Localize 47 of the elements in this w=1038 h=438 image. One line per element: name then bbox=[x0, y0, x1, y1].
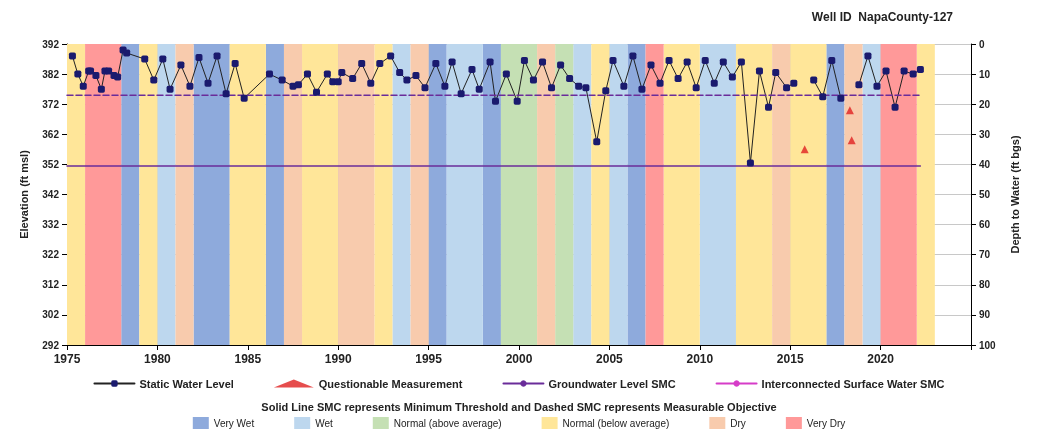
y-tick-label: 322 bbox=[42, 249, 60, 261]
y2-tick-label: 0 bbox=[979, 38, 985, 50]
y2-tick-label: 90 bbox=[979, 309, 991, 321]
x-tick-label: 1995 bbox=[415, 352, 443, 366]
x-tick-label: 1975 bbox=[53, 352, 81, 366]
x-tick-label: 2015 bbox=[776, 352, 804, 366]
y2-tick-label: 60 bbox=[979, 219, 991, 231]
x-tick-label: 1990 bbox=[324, 352, 352, 366]
legend-label: Very Dry bbox=[806, 417, 846, 429]
chart-title: Well ID NapaCounty-127 bbox=[811, 10, 954, 24]
legend-label: Groundwater Level SMC bbox=[548, 377, 676, 390]
x-tick-label: 2010 bbox=[686, 352, 714, 366]
legend-label: Dry bbox=[730, 417, 746, 429]
y-tick-label: 372 bbox=[42, 98, 60, 110]
y-tick-label: 382 bbox=[42, 68, 60, 80]
y-tick-label: 302 bbox=[42, 309, 60, 321]
legend-label: Wet bbox=[315, 417, 333, 429]
y2-tick-label: 30 bbox=[979, 128, 991, 140]
legend-label: Normal (below average) bbox=[562, 417, 670, 429]
y2-tick-label: 20 bbox=[979, 98, 991, 110]
y2-tick-label: 100 bbox=[979, 339, 997, 351]
x-tick-label: 1985 bbox=[234, 352, 262, 366]
legend-label: Normal (above average) bbox=[393, 417, 502, 429]
x-tick-label: 2020 bbox=[867, 352, 895, 366]
y2-tick-label: 70 bbox=[979, 249, 991, 261]
y2-tick-label: 50 bbox=[979, 189, 991, 200]
legend-label: Static Water Level bbox=[139, 377, 234, 390]
x-tick-label: 2000 bbox=[505, 352, 533, 366]
y-tick-label: 352 bbox=[42, 158, 60, 170]
y-tick-label: 332 bbox=[42, 219, 60, 231]
y-tick-label: 392 bbox=[42, 38, 60, 50]
y2-tick-label: 40 bbox=[979, 158, 991, 170]
x-tick-label: 2005 bbox=[596, 352, 624, 366]
point bbox=[845, 106, 854, 115]
legend-label: Questionable Measurement bbox=[318, 377, 463, 390]
x-tick-label: 1980 bbox=[144, 352, 172, 366]
text: Solid Line SMC represents Minimum Threshold and Dashed SMC represents Measurable Objective bbox=[261, 400, 777, 413]
y-tick-label: 342 bbox=[42, 189, 60, 200]
y2-tick-label: 80 bbox=[979, 279, 991, 291]
y-tick-label: 362 bbox=[42, 128, 60, 140]
legend-label: Interconnected Surface Water SMC bbox=[761, 377, 945, 390]
y2-tick-label: 10 bbox=[979, 68, 991, 80]
y-axis-title: Elevation (ft msl) bbox=[17, 149, 30, 239]
y-tick-label: 292 bbox=[42, 339, 60, 351]
legend-label: Very Wet bbox=[213, 417, 255, 429]
y2-axis-title: Depth to Water (ft bgs) bbox=[1008, 135, 1021, 254]
y-tick-label: 312 bbox=[42, 279, 60, 291]
